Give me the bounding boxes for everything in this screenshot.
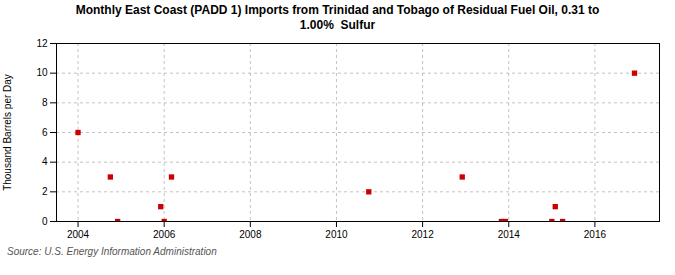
svg-text:Thousand Barrels per Day: Thousand Barrels per Day	[2, 74, 13, 191]
html-text:Monthly East Coast (PADD 1) Im: Monthly East Coast (PADD 1) Imports from…	[75, 3, 600, 32]
svg-text:2004: 2004	[67, 229, 90, 240]
svg-text:2010: 2010	[325, 229, 348, 240]
svg-text:4: 4	[42, 156, 48, 167]
svg-text:6: 6	[42, 127, 48, 138]
svg-text:0: 0	[42, 216, 48, 227]
svg-text:2012: 2012	[411, 229, 434, 240]
svg-text:10: 10	[36, 67, 48, 78]
svg-text:2016: 2016	[584, 229, 607, 240]
svg-text:2008: 2008	[239, 229, 262, 240]
svg-text:12: 12	[36, 38, 48, 49]
html-text:Source: U.S. Energy Informatio: Source: U.S. Energy Information Administ…	[7, 246, 217, 257]
svg-text:2014: 2014	[498, 229, 521, 240]
svg-text:2006: 2006	[153, 229, 176, 240]
svg-text:8: 8	[42, 97, 48, 108]
svg-text:2: 2	[42, 186, 48, 197]
